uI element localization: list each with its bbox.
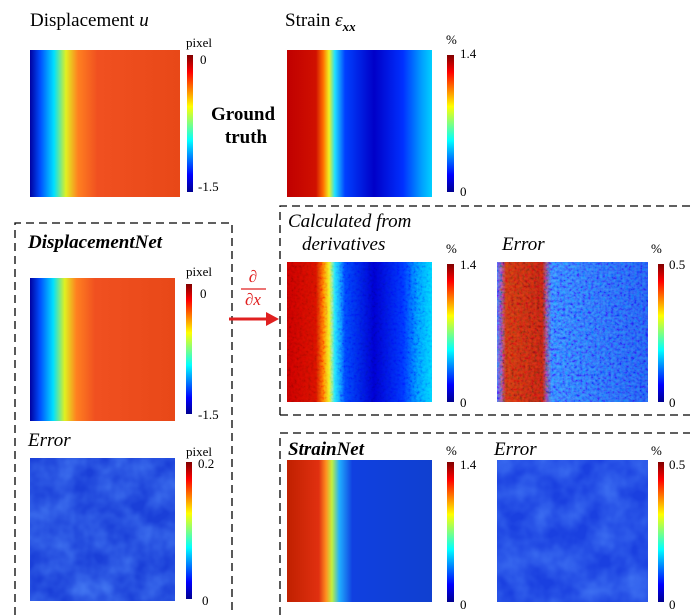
panel-title: Error [493,439,537,460]
unit-label: % [446,241,457,256]
colorbar [447,462,454,602]
operator-denominator: ∂x [245,290,261,309]
colorbar-min: 0 [669,597,676,612]
heatmap [30,278,175,421]
heatmap-texture [497,460,648,602]
group-box [279,205,690,416]
panel-title: Strain εxx [285,10,356,34]
unit-label: % [446,32,457,47]
colorbar-min: 0 [669,395,676,410]
colorbar-max: 0.5 [669,257,685,272]
colorbar [186,462,192,599]
group-title: DisplacementNet [27,232,163,253]
title-symbol: ε [335,10,343,31]
arrowhead [266,312,279,326]
colorbar-max: 1.4 [460,457,477,472]
colorbar [187,55,193,192]
operator-numerator: ∂ [249,267,257,286]
colorbar-max: 0 [200,52,207,67]
colorbar [447,264,454,402]
unit-label: % [446,443,457,458]
group-title: Calculated from [288,211,411,232]
colorbar-min: 0 [202,593,209,608]
heatmap-texture [30,458,175,601]
group-title: StrainNet [288,439,365,460]
colorbar-min: 0 [460,395,467,410]
row-label: truth [225,127,268,148]
heatmap [287,50,432,197]
unit-label: pixel [186,444,212,459]
colorbar-min: -1.5 [198,407,219,422]
colorbar [658,264,664,402]
title-subscript: xx [342,19,357,34]
colorbar-min: -1.5 [198,179,219,194]
panel-title: Error [27,430,71,451]
row-label: Ground [211,104,276,125]
unit-label: % [651,241,662,256]
heatmap [30,50,180,197]
colorbar [658,462,664,602]
heatmap-texture [287,262,432,402]
colorbar-max: 1.4 [460,46,477,61]
unit-label: pixel [186,35,212,50]
heatmap-texture [497,262,648,402]
colorbar-max: 0 [200,286,207,301]
colorbar [186,284,192,414]
colorbar-min: 0 [460,597,467,612]
colorbar-max: 1.4 [460,257,477,272]
title-text: Strain [285,10,331,31]
heatmap [287,460,432,602]
group-box [279,432,690,615]
unit-label: pixel [186,264,212,279]
panel-title: Error [501,234,545,255]
colorbar-max: 0.5 [669,457,685,472]
title-symbol: u [139,10,149,31]
colorbar [447,55,454,192]
group-box [14,222,233,615]
colorbar-max: 0.2 [198,456,214,471]
title-text: Displacement [30,10,135,31]
group-title: derivatives [302,234,385,255]
panel-title: Displacement u [30,10,149,31]
unit-label: % [651,443,662,458]
colorbar-min: 0 [460,184,467,199]
